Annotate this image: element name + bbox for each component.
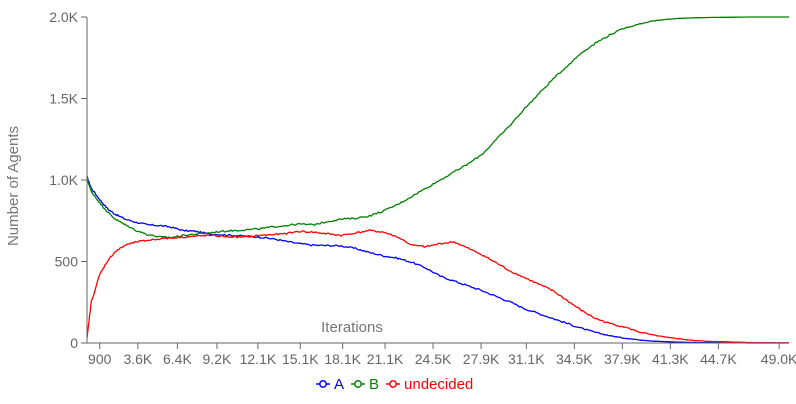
x-tick-label: 31.1K <box>508 351 545 367</box>
x-tick-label: 3.6K <box>123 351 152 367</box>
x-tick-label: 44.7K <box>700 351 737 367</box>
x-tick-label: 12.1K <box>240 351 277 367</box>
legend-marker <box>319 380 327 388</box>
series-line-undecided <box>86 229 789 344</box>
x-tick-label: 6.4K <box>163 351 192 367</box>
x-tick-label: 9.2K <box>203 351 232 367</box>
legend-item-b[interactable]: B <box>351 376 379 393</box>
x-tick-label: 15.1K <box>282 351 319 367</box>
y-tick-label: 500 <box>55 254 79 270</box>
legend-item-undecided[interactable]: undecided <box>386 376 473 393</box>
x-tick-label: 21.1K <box>367 351 404 367</box>
series-line-a <box>86 175 789 344</box>
legend-label: A <box>334 376 344 393</box>
series-line-b <box>86 16 789 239</box>
x-tick-label: 41.3K <box>652 351 689 367</box>
legend-item-a[interactable]: A <box>316 376 344 393</box>
x-tick-label: 900 <box>88 351 112 367</box>
legend-marker <box>389 380 397 388</box>
x-tick-label: 37.9K <box>604 351 641 367</box>
y-tick-label: 0 <box>70 335 78 351</box>
x-tick-label: 49.0K <box>761 351 796 367</box>
legend-marker <box>354 380 362 388</box>
x-axis-title: Iterations <box>321 319 383 336</box>
y-axis-title: Number of Agents <box>5 126 22 246</box>
x-tick-label: 24.5K <box>415 351 452 367</box>
y-tick-label: 2.0K <box>49 9 78 25</box>
x-tick-label: 34.5K <box>556 351 593 367</box>
y-axis: 0 500 1.0K 1.5K 2.0K <box>49 9 88 351</box>
x-axis: 900 3.6K 6.4K 9.2K 12.1K 15.1K 18.1K 21.1K 24.5K… <box>87 342 796 367</box>
y-tick-label: 1.0K <box>49 172 78 188</box>
x-tick-label: 27.9K <box>463 351 500 367</box>
plot-area <box>86 16 789 344</box>
legend-label: undecided <box>404 376 473 393</box>
x-tick-label: 18.1K <box>324 351 361 367</box>
legend-label: B <box>369 376 379 393</box>
y-tick-label: 1.5K <box>49 91 78 107</box>
